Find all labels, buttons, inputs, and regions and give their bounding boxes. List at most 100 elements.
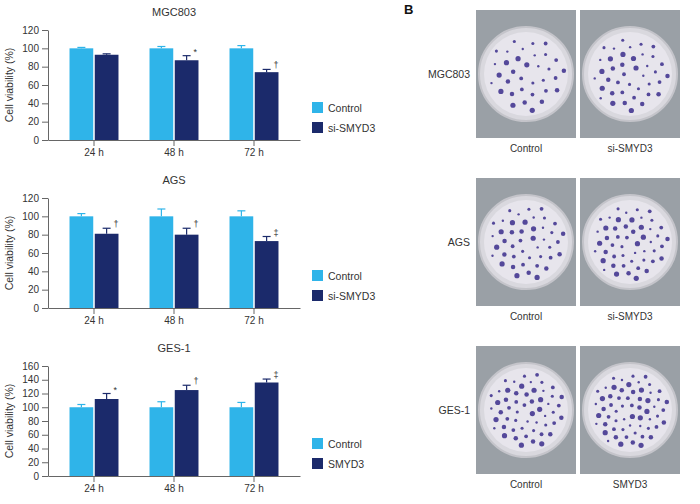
colony xyxy=(659,256,664,261)
colony xyxy=(634,276,639,281)
colony xyxy=(660,244,664,248)
colony xyxy=(502,220,504,222)
colony xyxy=(646,65,648,67)
error-whisker xyxy=(186,56,187,61)
colony xyxy=(626,396,630,400)
colony xyxy=(648,83,651,86)
colony xyxy=(498,390,500,392)
colony xyxy=(531,388,536,393)
colony xyxy=(630,260,633,263)
colony xyxy=(603,250,608,255)
legend-label: SMYD3 xyxy=(328,458,364,470)
colony xyxy=(621,379,623,381)
tick-label: 60 xyxy=(28,248,40,259)
colony xyxy=(607,415,611,419)
colony xyxy=(644,409,649,414)
bar xyxy=(150,48,174,140)
error-cap xyxy=(263,236,271,237)
chart-panel: GES-102040608010012014016024 h48 h72 hCe… xyxy=(3,342,364,494)
bar xyxy=(175,390,199,476)
dish-rim xyxy=(583,363,677,457)
tick-mark xyxy=(174,140,175,146)
colony xyxy=(597,241,602,246)
photo-background xyxy=(476,10,576,138)
colony xyxy=(544,53,547,56)
colony xyxy=(606,77,611,82)
colony xyxy=(519,229,524,234)
colony xyxy=(504,379,507,382)
colony xyxy=(528,256,531,259)
colony xyxy=(631,390,636,395)
colony xyxy=(638,397,643,402)
colony xyxy=(626,271,631,276)
colony xyxy=(647,427,650,430)
tick-mark xyxy=(42,235,48,236)
colony xyxy=(648,383,651,386)
bar xyxy=(70,48,94,140)
tick: 72 h xyxy=(244,140,263,158)
colony xyxy=(530,399,535,404)
colony xyxy=(544,42,548,46)
tick-label: 72 h xyxy=(244,147,263,158)
colony xyxy=(620,388,625,393)
dish xyxy=(588,368,672,452)
colony xyxy=(526,270,531,275)
colony xyxy=(499,229,504,234)
plate-photo xyxy=(580,178,680,306)
axis-line xyxy=(48,199,49,309)
tick: 80 xyxy=(28,61,48,72)
legend-label: Control xyxy=(328,438,362,450)
tick-label: 48 h xyxy=(164,315,183,326)
tick-label: 72 h xyxy=(244,315,263,326)
error-bar xyxy=(237,402,245,407)
colony xyxy=(548,432,553,437)
error-cap xyxy=(157,208,165,209)
tick: 0 xyxy=(33,471,48,482)
colony xyxy=(531,81,534,84)
colony xyxy=(519,77,523,81)
tick-mark xyxy=(174,476,175,482)
plate-caption: si-SMYD3 xyxy=(607,311,652,322)
colony xyxy=(599,69,604,74)
colony xyxy=(505,388,510,393)
colony xyxy=(537,65,539,67)
colony xyxy=(531,439,536,444)
colony xyxy=(620,52,625,57)
colony xyxy=(603,430,608,435)
tick: 160 xyxy=(22,361,48,372)
colony xyxy=(603,422,608,427)
colony xyxy=(629,108,634,113)
colony xyxy=(613,47,615,49)
tick-label: 120 xyxy=(22,25,39,36)
tick-label: 48 h xyxy=(164,147,183,158)
colony xyxy=(491,255,493,257)
colony xyxy=(511,265,516,270)
colony xyxy=(535,264,539,268)
error-whisker xyxy=(186,385,187,390)
error-bar xyxy=(263,69,271,72)
colony xyxy=(524,434,528,438)
tick-mark xyxy=(42,216,48,217)
colony xyxy=(538,397,543,402)
tick-mark xyxy=(42,394,48,395)
photo-background xyxy=(476,178,576,306)
colony xyxy=(655,425,659,429)
tick-label: 40 xyxy=(28,98,40,109)
colony xyxy=(499,410,504,415)
colony xyxy=(608,216,610,218)
colony xyxy=(642,75,644,77)
colony xyxy=(629,217,634,222)
colony xyxy=(623,418,625,420)
colony xyxy=(543,216,546,219)
colony xyxy=(648,209,652,213)
bar xyxy=(255,383,279,477)
tick: 120 xyxy=(22,388,48,399)
bar xyxy=(175,235,199,308)
error-bar xyxy=(263,379,271,382)
legend-label: si-SMYD3 xyxy=(328,290,375,302)
error-bar xyxy=(183,228,191,234)
photo-background xyxy=(580,178,680,306)
tick: 120 xyxy=(22,25,48,36)
colony xyxy=(622,264,626,268)
colony xyxy=(521,250,524,253)
